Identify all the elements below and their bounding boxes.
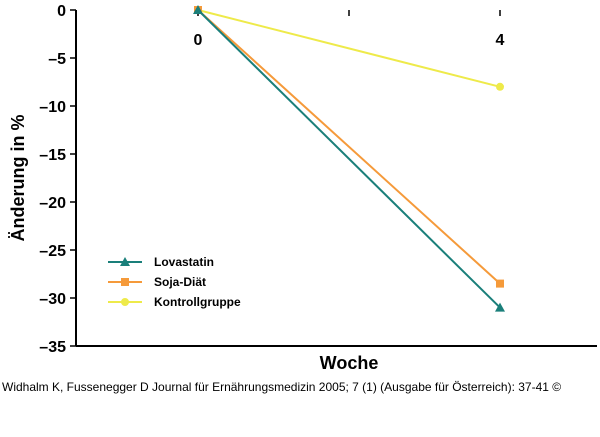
series-line-kontrollgruppe — [197, 9, 501, 88]
legend-marker-soja-di-t — [121, 278, 129, 286]
y-axis-ticks: 0 –5 –10 –15 –20 –25 –30 –35 — [39, 3, 76, 356]
legend-label-lovastatin: Lovastatin — [154, 255, 214, 269]
legend-label-soja-di-t: Soja-Diät — [154, 275, 206, 289]
data-point-lovastatin — [193, 5, 203, 14]
x-tick-label: 0 — [194, 32, 203, 49]
legend-marker-lovastatin — [120, 257, 130, 266]
y-tick-label: –35 — [39, 339, 66, 356]
y-tick-label: –15 — [39, 147, 66, 164]
data-point-soja-di-t — [496, 279, 504, 288]
data-point-lovastatin — [495, 302, 505, 312]
legend-label-kontrollgruppe: Kontrollgruppe — [154, 295, 241, 309]
x-axis-title: Woche — [320, 353, 379, 373]
series-layer — [193, 5, 505, 312]
y-tick-label: –30 — [39, 291, 66, 308]
series-line-soja-di-t — [197, 9, 501, 285]
y-tick-label: –20 — [39, 195, 66, 212]
series-line-lovastatin — [197, 9, 501, 309]
legend: Lovastatin Soja-Diät Kontrollgruppe — [108, 255, 241, 309]
y-axis-title: Änderung in % — [8, 115, 28, 242]
x-tick-label: 4 — [496, 32, 505, 49]
y-tick-label: –25 — [39, 243, 66, 260]
legend-marker-kontrollgruppe — [121, 298, 129, 306]
y-tick-label: 0 — [57, 3, 66, 20]
data-point-kontrollgruppe — [496, 82, 504, 91]
y-tick-label: –10 — [39, 99, 66, 116]
citation: Widhalm K, Fussenegger D Journal für Ern… — [2, 380, 562, 394]
y-tick-label: –5 — [48, 51, 66, 68]
